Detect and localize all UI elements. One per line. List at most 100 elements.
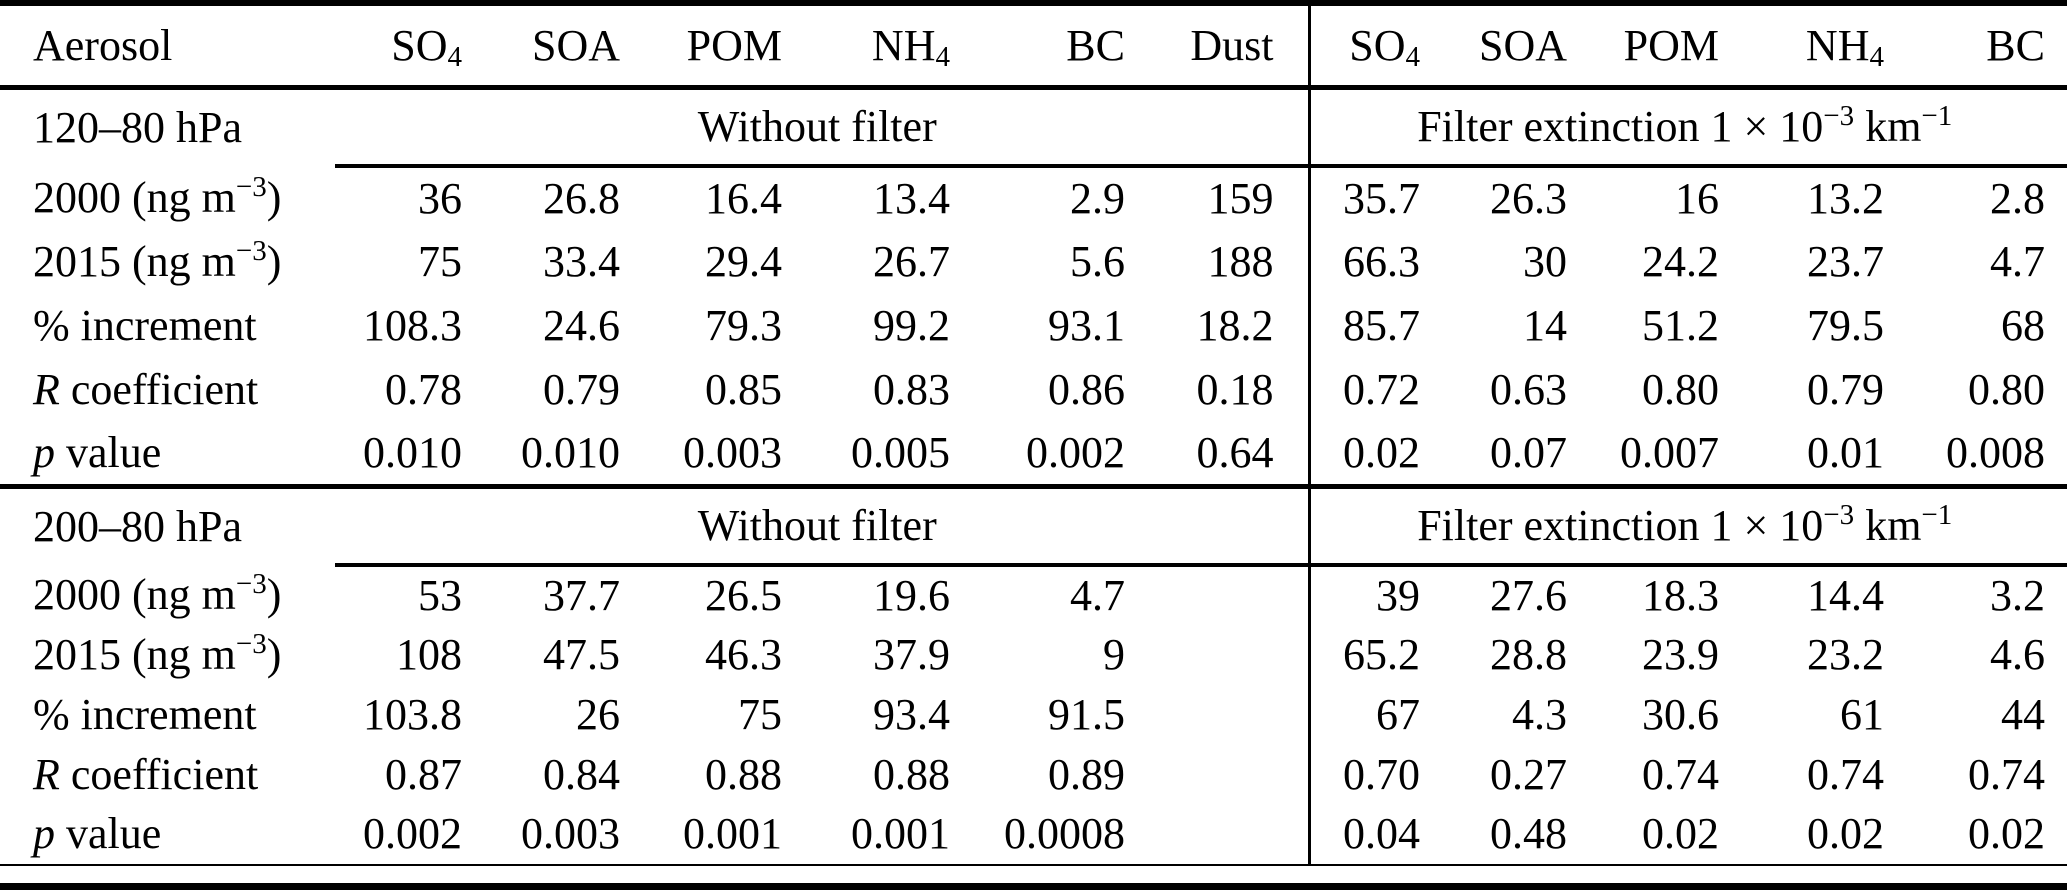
- table-cell: 0.005: [790, 422, 958, 489]
- table-cell: 13.4: [873, 174, 950, 223]
- table-row: 2015 (ng m−3) 75 33.4 29.4 26.7 5.6 188 66.3 30 2…: [0, 230, 2067, 294]
- table-cell: 14: [1523, 301, 1567, 350]
- table-cell: 16: [1675, 174, 1719, 223]
- group-header-filter-extinction: Filter extinction 1 × 10−3 km−1: [1307, 87, 2067, 168]
- table-cell: 26: [576, 689, 620, 739]
- table-cell: [1133, 804, 1309, 866]
- table-row: 2000 (ng m−3) 53 37.7 26.5 19.6 4.7 39 27.6 18.3…: [0, 564, 2067, 625]
- table-cell: 36: [418, 174, 462, 223]
- table-cell: 0.04: [1307, 804, 1428, 866]
- group-header-without-filter: Without filter: [335, 87, 1309, 168]
- pressure-range-label: 120–80 hPa: [33, 103, 242, 152]
- table-cell: 0.88: [873, 749, 950, 799]
- table-cell: 2.8: [1990, 174, 2045, 223]
- table-cell: 27.6: [1490, 570, 1567, 620]
- table-row: 2000 (ng m−3) 36 26.8 16.4 13.4 2.9 159 35.7 26.…: [0, 166, 2067, 230]
- table-cell: 14.4: [1807, 570, 1884, 620]
- table-cell: 0.002: [958, 422, 1133, 489]
- table-cell: 18.2: [1196, 301, 1274, 350]
- table-cell: 4.3: [1512, 689, 1567, 739]
- table-cell: 0.001: [628, 804, 790, 866]
- table-cell: 0.84: [543, 749, 620, 799]
- table-cell: 108: [396, 629, 462, 679]
- table-cell: 0.63: [1490, 365, 1567, 414]
- row-label: 2015 (ng m−3): [33, 235, 282, 286]
- table-cell: 9: [1103, 629, 1125, 679]
- section-header-row: 200–80 hPa Without filter Filter extinct…: [0, 486, 2067, 567]
- table-row: p value 0.010 0.010 0.003 0.005 0.002 0.64 0.02…: [0, 422, 2067, 489]
- table-cell: 44: [2001, 689, 2045, 739]
- table-cell: 0.89: [1048, 749, 1125, 799]
- table-cell: 159: [1207, 174, 1274, 223]
- table-cell: 0.003: [628, 422, 790, 489]
- table-cell: 75: [738, 689, 782, 739]
- table-cell: 85.7: [1307, 294, 1428, 358]
- table-cell: 0.74: [1807, 749, 1884, 799]
- table-cell: 0.88: [705, 749, 782, 799]
- table-cell: 0.86: [1048, 365, 1125, 414]
- table-cell: 37.9: [873, 629, 950, 679]
- section-header-row: 120–80 hPa Without filter Filter extinct…: [0, 87, 2067, 168]
- table-cell: 79.5: [1807, 301, 1884, 350]
- table-cell: 4.7: [1070, 570, 1125, 620]
- table-cell: 24.6: [543, 301, 620, 350]
- table-cell: 3.2: [1990, 570, 2045, 620]
- row-label: 2015 (ng m−3): [33, 627, 282, 679]
- table-cell: 26.3: [1490, 174, 1567, 223]
- table-row: p value 0.002 0.003 0.001 0.001 0.0008 0.04 0.4…: [0, 804, 2067, 866]
- table-cell: 26.5: [705, 570, 782, 620]
- table-cell: 0.80: [1968, 365, 2045, 414]
- row-label: R coefficient: [33, 365, 259, 414]
- table-cell: 0.80: [1642, 365, 1719, 414]
- table-cell: 26.8: [543, 174, 620, 223]
- table-cell: 0.0008: [958, 804, 1133, 866]
- row-label: p value: [0, 804, 335, 866]
- pressure-range-label: 200–80 hPa: [33, 501, 242, 551]
- table-cell: 61: [1840, 689, 1884, 739]
- table-row: R coefficient 0.87 0.84 0.88 0.88 0.89 0.70 0.2…: [0, 744, 2067, 805]
- table-cell: 93.4: [873, 689, 950, 739]
- row-label: % increment: [33, 689, 257, 739]
- table-cell: 66.3: [1307, 230, 1428, 294]
- table-cell: 0.02: [1892, 804, 2067, 866]
- column-header-bc-filtered: BC: [1892, 0, 2067, 90]
- row-label: 2000 (ng m−3): [33, 171, 282, 222]
- table-cell: 47.5: [543, 629, 620, 679]
- table-cell: 30: [1523, 237, 1567, 286]
- table-cell: [1133, 685, 1309, 745]
- table-cell: 0.007: [1575, 422, 1727, 489]
- aerosol-statistics-table: Aerosol SO4 SOA POM NH4 BC Dust SO4 SOA …: [0, 0, 2067, 866]
- table-cell: 0.008: [1892, 422, 2067, 489]
- table-cell: 0.010: [335, 422, 470, 489]
- column-header-aerosol: Aerosol: [0, 0, 335, 90]
- table-cell: 91.5: [1048, 689, 1125, 739]
- table-row: % increment 108.3 24.6 79.3 99.2 93.1 18.2 85.7…: [0, 294, 2067, 358]
- column-header-pom: POM: [628, 0, 790, 90]
- row-label: R coefficient: [33, 749, 259, 799]
- table-cell: 37.7: [543, 570, 620, 620]
- table-cell: 0.87: [385, 749, 462, 799]
- table-cell: [1133, 625, 1309, 685]
- table-cell: 0.001: [790, 804, 958, 866]
- table-cell: 103.8: [363, 689, 462, 739]
- table-cell: [1133, 745, 1309, 805]
- table-cell: 99.2: [873, 301, 950, 350]
- table-cell: 23.2: [1807, 629, 1884, 679]
- table-cell: 29.4: [705, 237, 782, 286]
- table-cell: 0.02: [1727, 804, 1892, 866]
- table-cell: [1133, 565, 1309, 625]
- table-cell: 0.85: [705, 365, 782, 414]
- table-cell: 0.18: [1196, 365, 1274, 414]
- table-cell: 0.70: [1307, 744, 1428, 805]
- table-cell: 51.2: [1642, 301, 1719, 350]
- table-cell: 0.83: [873, 365, 950, 414]
- table-cell: 0.27: [1490, 749, 1567, 799]
- row-label: % increment: [33, 301, 257, 350]
- column-header-soa-filtered: SOA: [1428, 0, 1575, 90]
- table-cell: 5.6: [1070, 237, 1125, 286]
- table-cell: 0.02: [1307, 422, 1428, 489]
- table-row: % increment 103.8 26 75 93.4 91.5 67 4.3 30.6 61 4…: [0, 684, 2067, 745]
- group-header-without-filter: Without filter: [335, 486, 1309, 567]
- table-cell: 0.79: [543, 365, 620, 414]
- group-header-filter-extinction: Filter extinction 1 × 10−3 km−1: [1307, 486, 2067, 567]
